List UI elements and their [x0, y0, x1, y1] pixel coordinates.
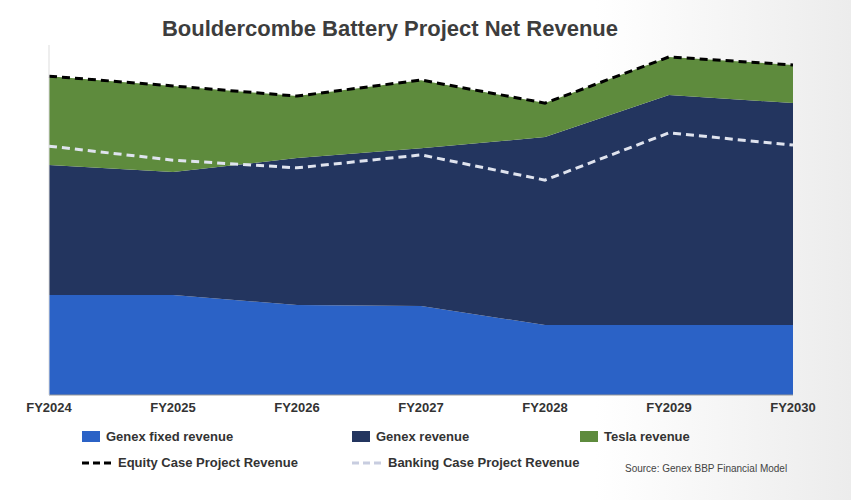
svg-text:FY2030: FY2030 [770, 400, 816, 415]
svg-text:FY2024: FY2024 [26, 400, 72, 415]
html-text:Bouldercombe Battery Project N: Bouldercombe Battery Project Net Revenue [162, 16, 618, 41]
svg-text:FY2028: FY2028 [522, 400, 568, 415]
html-text:Genex revenue: Genex revenue [376, 429, 470, 444]
svg-text:FY2029: FY2029 [646, 400, 692, 415]
html-text:Equity Case Project Revenue: Equity Case Project Revenue [118, 455, 298, 470]
svg-text:FY2027: FY2027 [398, 400, 444, 415]
svg-text:FY2025: FY2025 [150, 400, 196, 415]
html-text:Genex fixed revenue: Genex fixed revenue [106, 429, 234, 444]
html-text:Banking Case Project Revenue: Banking Case Project Revenue [388, 455, 580, 470]
html-text:Tesla revenue: Tesla revenue [604, 429, 690, 444]
svg-text:FY2026: FY2026 [274, 400, 320, 415]
html-text:Source: Genex BBP Financial Mo: Source: Genex BBP Financial Model [625, 463, 788, 474]
